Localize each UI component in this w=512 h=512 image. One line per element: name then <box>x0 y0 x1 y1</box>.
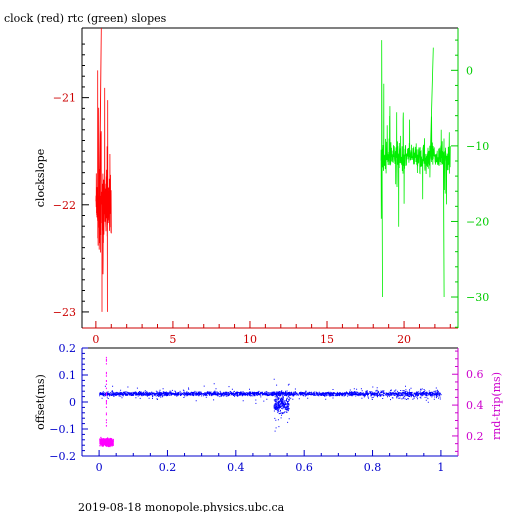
right-tick-label: 0.2 <box>466 430 484 443</box>
right-tick-label: 0.4 <box>466 399 484 412</box>
left-tick-label: 0.2 <box>59 342 77 355</box>
x-tick-label: 0.4 <box>227 461 245 474</box>
left-tick-label: −0.2 <box>49 450 76 463</box>
offset-axis-label: offset(ms) <box>34 374 47 430</box>
x-tick-label: 0 <box>96 461 103 474</box>
x-tick-label: 20 <box>397 333 411 346</box>
bottom-chart: 0 0.2 0.4 0.6 0.8 1 0.2 0.1 0 −0.1 −0.2 offset(ms) 0… <box>34 342 503 474</box>
series-line-1 <box>380 40 451 298</box>
left-tick-label: −23 <box>53 306 76 319</box>
x-tick-label: 0.2 <box>159 461 177 474</box>
x-tick-label: 0.6 <box>295 461 313 474</box>
x-tick-label: 15 <box>320 333 334 346</box>
rndtrip-axis-label: rnd-trip(ms) <box>490 372 503 440</box>
left-tick-label: −22 <box>53 199 76 212</box>
right-tick-label: −10 <box>466 140 489 153</box>
x-tick-label: 0 <box>92 333 99 346</box>
left-tick-label: 0 <box>69 396 76 409</box>
x-tick-label: 0.8 <box>364 461 382 474</box>
rndtrip-scatter <box>99 356 114 448</box>
left-tick-label: 0.1 <box>59 369 77 382</box>
y-axis-label: clockslope <box>34 149 47 207</box>
x-tick-label: 5 <box>169 333 176 346</box>
x-tick-label: 10 <box>243 333 257 346</box>
chart-title: clock (red) rtc (green) slopes <box>4 12 167 25</box>
right-tick-label: −30 <box>466 291 489 304</box>
right-tick-label: −20 <box>466 215 489 228</box>
right-tick-label: 0 <box>466 64 473 77</box>
footer-text: 2019-08-18 monopole.physics.ubc.ca <box>78 501 285 512</box>
right-tick-label: 0.6 <box>466 368 484 381</box>
series-line-0 <box>95 27 112 312</box>
top-chart: 0 5 10 15 20 −21 −22 −23 clockslope 0 −10 −20 −30 <box>34 27 489 346</box>
offset-scatter <box>99 378 442 432</box>
left-tick-label: −21 <box>53 92 76 105</box>
left-tick-label: −0.1 <box>49 423 76 436</box>
x-tick-label: 1 <box>437 461 444 474</box>
